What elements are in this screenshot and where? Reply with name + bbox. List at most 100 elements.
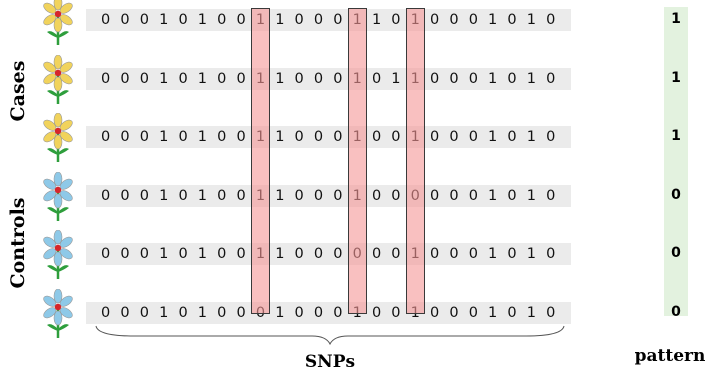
snp-cell: 1 [488, 129, 498, 145]
snp-cell: 0 [449, 246, 459, 262]
cases-label: Cases [7, 60, 29, 122]
snp-cell: 0 [468, 246, 478, 262]
snp-cell: 0 [546, 304, 556, 321]
snp-cell: 1 [526, 187, 536, 204]
snp-cell: 0 [449, 12, 459, 28]
snp-cell: 0 [449, 187, 459, 204]
snps-brace [95, 325, 565, 346]
snp-cell: 0 [217, 304, 227, 321]
snp-cell: 0 [371, 70, 382, 87]
snp-row: 000101000100010010001010 [86, 301, 571, 324]
snp-cell: 0 [236, 304, 246, 321]
snp-cell: 0 [294, 187, 304, 204]
snp-cell: 0 [371, 246, 382, 262]
snp-cell: 0 [178, 304, 188, 321]
case-flower-icon [42, 0, 74, 46]
snp-cell: 0 [507, 129, 517, 145]
snp-cell: 0 [429, 187, 440, 204]
snp-cell: 1 [197, 187, 208, 204]
snp-cell: 0 [333, 129, 343, 145]
snp-row: 000101001100000010001010 [86, 243, 571, 265]
snp-cell: 1 [488, 187, 498, 204]
snp-cell: 0 [178, 129, 188, 145]
snps-label: SNPs [304, 352, 356, 372]
snp-cell: 1 [275, 12, 285, 28]
snp-cell: 0 [468, 187, 478, 204]
snp-cell: 1 [526, 129, 536, 145]
snp-cell: 0 [313, 70, 324, 87]
snp-cell: 0 [217, 129, 227, 145]
snp-cell: 0 [468, 304, 478, 321]
snp-cell: 0 [178, 187, 188, 204]
snp-row: 000101001100010010001010 [86, 126, 571, 148]
snp-cell: 0 [468, 12, 478, 28]
snp-cell: 0 [120, 70, 130, 87]
snp-cell: 0 [139, 12, 149, 28]
snp-cell: 1 [159, 246, 169, 262]
pattern-value: 0 [671, 186, 681, 203]
snp-cell: 0 [294, 246, 304, 262]
snp-cell: 0 [333, 70, 343, 87]
pattern-value: 0 [671, 245, 681, 261]
snp-cell: 0 [313, 187, 324, 204]
snp-row: 000101001100011010001010 [86, 9, 571, 31]
snp-cell: 0 [507, 246, 517, 262]
snp-cell: 0 [139, 129, 149, 145]
snp-cell: 0 [313, 246, 324, 262]
highlighted-snp-column [250, 8, 270, 314]
snp-cell: 1 [275, 187, 285, 204]
snp-cell: 0 [101, 246, 111, 262]
snp-cell: 0 [178, 12, 188, 28]
pattern-value: 1 [671, 11, 681, 27]
snp-cell: 1 [197, 129, 208, 145]
snp-cell: 0 [333, 246, 343, 262]
snp-cell: 0 [449, 304, 459, 321]
snp-cell: 0 [391, 304, 401, 321]
snp-cell: 0 [236, 129, 246, 145]
snp-cell: 0 [468, 70, 478, 87]
snp-cell: 0 [333, 12, 343, 28]
snp-cell: 0 [236, 187, 246, 204]
snp-cell: 1 [197, 70, 208, 87]
snp-cell: 0 [120, 246, 130, 262]
snp-cell: 0 [546, 129, 556, 145]
snp-cell: 0 [391, 129, 401, 145]
control-flower-icon [42, 288, 74, 339]
snp-cell: 0 [217, 187, 227, 204]
snp-cell: 0 [507, 187, 517, 204]
snp-cell: 1 [526, 70, 536, 87]
case-flower-icon [42, 54, 74, 105]
snp-cell: 1 [275, 70, 285, 87]
snp-cell: 1 [159, 129, 169, 145]
snp-cell: 1 [275, 129, 285, 145]
snp-cell: 0 [449, 129, 459, 145]
snp-cell: 0 [429, 246, 440, 262]
pattern-value: 1 [671, 69, 681, 86]
snp-cell: 0 [294, 12, 304, 28]
snp-cell: 0 [139, 187, 149, 204]
snp-cell: 0 [120, 129, 130, 145]
snp-cell: 0 [391, 12, 401, 28]
snp-cell: 1 [391, 70, 401, 87]
snp-cell: 1 [159, 12, 169, 28]
snp-cell: 0 [546, 187, 556, 204]
snp-cell: 0 [313, 129, 324, 145]
snp-cell: 0 [546, 70, 556, 87]
snp-cell: 1 [275, 304, 285, 321]
snp-cell: 0 [468, 129, 478, 145]
snp-cell: 0 [333, 187, 343, 204]
snp-cell: 0 [371, 129, 382, 145]
snp-cell: 0 [217, 246, 227, 262]
snp-cell: 0 [101, 187, 111, 204]
snp-row: 000101001100010110001010 [86, 67, 571, 90]
pattern-value: 0 [671, 303, 681, 320]
snp-cell: 0 [429, 304, 440, 321]
snp-cell: 0 [294, 304, 304, 321]
snp-cell: 1 [275, 246, 285, 262]
snp-cell: 0 [391, 246, 401, 262]
snp-cell: 0 [371, 304, 382, 321]
snp-cell: 1 [197, 304, 208, 321]
controls-label: Controls [7, 197, 29, 289]
snp-cell: 1 [197, 246, 208, 262]
snp-cell: 0 [139, 304, 149, 321]
